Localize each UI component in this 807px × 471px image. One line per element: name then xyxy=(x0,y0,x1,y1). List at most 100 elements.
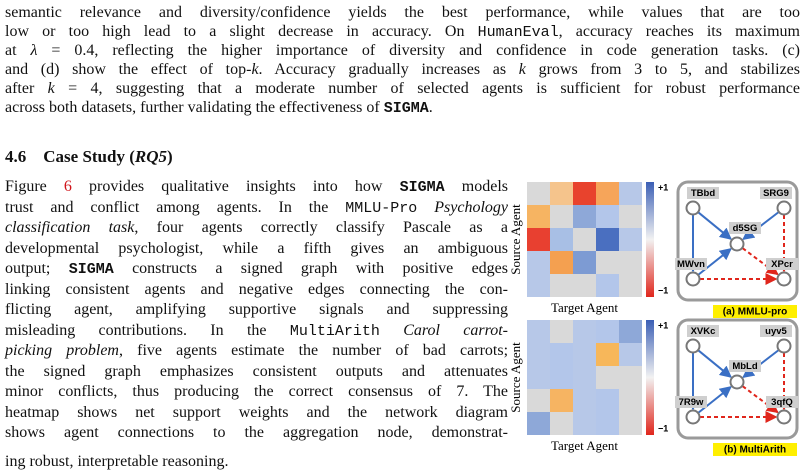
text: Psychology xyxy=(434,198,509,216)
math: λ xyxy=(30,42,38,59)
graph-node xyxy=(776,409,792,425)
text: the signed graph emphasizes consistent o… xyxy=(5,362,508,380)
text-line: linking consistent agents and negative e… xyxy=(5,280,508,299)
heatmap-cell xyxy=(619,251,642,274)
text: . xyxy=(428,99,433,116)
code: SIGMA xyxy=(68,261,114,278)
graph-node xyxy=(685,409,701,425)
text: provides qualitative insights into how xyxy=(71,178,400,195)
text: output; xyxy=(5,260,69,277)
axis-label: Source Agent xyxy=(508,204,523,275)
node-label: d5SG xyxy=(733,223,758,234)
positive-edge xyxy=(697,211,732,240)
colorbar-label: +1 xyxy=(658,182,668,192)
heatmap-cell xyxy=(573,320,596,343)
heatmap-cell xyxy=(550,412,573,435)
text: , suggesting that a moderate number of s… xyxy=(98,80,801,97)
caption-highlight xyxy=(713,305,797,318)
text: models xyxy=(444,178,508,195)
text-line: ing robust, interpretable reasoning. xyxy=(5,452,508,471)
heatmap-cell xyxy=(596,366,619,389)
text: grows from 3 to 5, and stabilizes xyxy=(525,61,800,78)
text: at xyxy=(5,42,31,59)
heatmap-cell xyxy=(619,412,642,435)
graph-node xyxy=(685,338,701,354)
text-line: and (d) show the effect of top-k. Accura… xyxy=(5,60,800,79)
positive-edge xyxy=(697,349,732,378)
heatmap-cell xyxy=(596,205,619,228)
heatmap-cell xyxy=(573,343,596,366)
section-title: Case Study ( xyxy=(43,147,135,166)
text: semantic relevance and diversity/confide… xyxy=(5,4,800,21)
text-line: classification task, four agents correct… xyxy=(5,218,508,237)
code: SIGMA xyxy=(383,100,429,117)
heatmap-cell xyxy=(573,274,596,297)
text: across both datasets, further validating… xyxy=(5,99,384,116)
heatmap-cell xyxy=(527,251,550,274)
heatmap-cell xyxy=(527,182,550,205)
positive-edge xyxy=(697,248,732,276)
node-label-bg xyxy=(687,325,719,337)
math: k xyxy=(251,61,259,78)
graph-node xyxy=(685,271,701,287)
text: ing robust, interpretable reasoning. xyxy=(5,453,229,470)
node-label: 3qfQ xyxy=(771,397,793,408)
text-line: low or too high lead to a slight decreas… xyxy=(5,22,800,42)
heatmap-cell xyxy=(596,412,619,435)
heatmap-cell xyxy=(550,228,573,251)
axis-label: Target Agent xyxy=(551,438,618,453)
heatmap-cell xyxy=(550,274,573,297)
text: low or too high lead to a slight decreas… xyxy=(5,23,478,40)
colorbar-label: +1 xyxy=(658,320,668,330)
node-label: XPcr xyxy=(771,259,793,270)
text-line: across both datasets, further validating… xyxy=(5,98,800,118)
graph-node xyxy=(685,200,701,216)
text: shows agent connections to the aggregati… xyxy=(5,424,508,441)
code: MMLU-Pro xyxy=(345,199,418,217)
code: MultiArith xyxy=(289,322,380,340)
text: constructs a signed graph with positive … xyxy=(113,260,508,277)
math: = 4 xyxy=(54,80,99,97)
heatmap-cell xyxy=(550,205,573,228)
text-line: heatmap shows net support weights and th… xyxy=(5,403,508,422)
math: k xyxy=(518,61,526,78)
heatmap-cell xyxy=(550,320,573,343)
text: trust and conflict among agents. In the xyxy=(5,198,346,216)
node-label: TBbd xyxy=(691,188,715,199)
panel-caption: (b) MultiArith xyxy=(724,445,786,456)
text: linking consistent agents and negative e… xyxy=(5,280,508,298)
text: , five agents estimate the number of bad… xyxy=(118,342,509,359)
heatmap-cell xyxy=(596,251,619,274)
heatmap-cell xyxy=(596,343,619,366)
node-label-bg xyxy=(687,187,719,199)
text-line: developmental psychologist, while a fift… xyxy=(5,239,508,258)
panel-caption: (a) MMLU-pro xyxy=(723,307,787,318)
heatmap-cell xyxy=(550,389,573,412)
colorbar-label: −1 xyxy=(658,285,668,295)
text-line: after k = 4, suggesting that a moderate … xyxy=(5,79,800,98)
text: misleading contributions. In the xyxy=(5,321,290,339)
text: heatmap shows net support weights and th… xyxy=(5,403,508,421)
colorbar xyxy=(646,320,654,435)
text: , reflecting the higher importance of di… xyxy=(94,42,801,59)
text-line: shows agent connections to the aggregati… xyxy=(5,423,508,442)
text-line: the signed graph emphasizes consistent o… xyxy=(5,362,508,381)
heatmap-cell xyxy=(573,389,596,412)
node-label: MWvn xyxy=(677,259,705,270)
heatmap-cell xyxy=(619,228,642,251)
heatmap-cell xyxy=(619,182,642,205)
heatmap-cell xyxy=(596,389,619,412)
heatmap-cell xyxy=(619,320,642,343)
code: HumanEval xyxy=(477,24,559,41)
heatmap-cell xyxy=(573,412,596,435)
section-title: RQ5 xyxy=(134,147,167,166)
colorbar xyxy=(646,182,654,297)
node-label: SRG9 xyxy=(763,188,789,199)
heatmap-cell xyxy=(527,343,550,366)
heatmap-cell xyxy=(550,366,573,389)
graph-node xyxy=(776,200,792,216)
text: flicting agent, amplifying supportive si… xyxy=(5,301,508,318)
heatmap-cell xyxy=(527,366,550,389)
figure-ref[interactable]: 6 xyxy=(63,178,72,195)
